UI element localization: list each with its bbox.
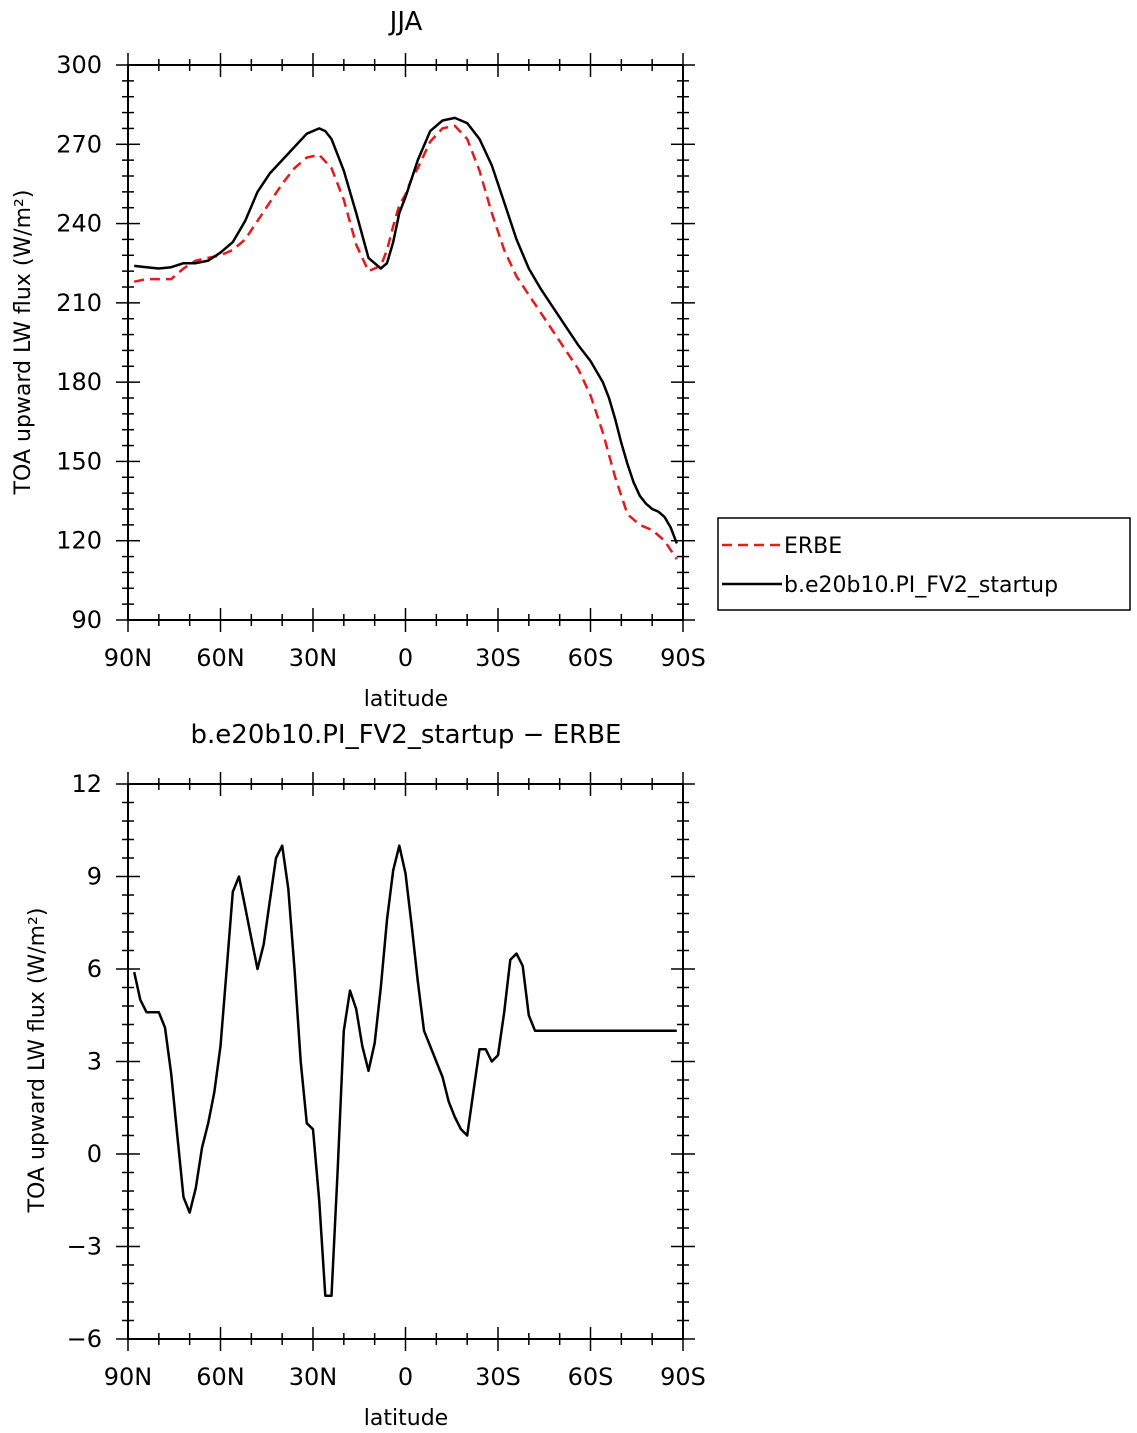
bottom-xtick-label: 0 [398,1363,413,1391]
top-xtick-label: 90N [104,644,153,672]
bottom-ytick-label: 6 [87,955,102,983]
top-ytick-label: 180 [56,368,102,396]
bottom-ytick-label: 12 [71,770,102,798]
legend-label-erbe: ERBE [784,534,842,559]
bottom-series-line-0 [132,844,677,1298]
top-ytick-label: 120 [56,527,102,555]
top-xtick-label: 60S [568,644,614,672]
top-xtick-label: 0 [398,644,413,672]
top-chart-series [133,116,678,560]
bottom-xtick-label: 30N [289,1363,338,1391]
bottom-ytick-label: 0 [87,1140,102,1168]
bottom-chart-axes: −6 −3 0 3 6 9 12 90N 60N 30N 0 30S 60S 90S [67,770,706,1391]
top-chart-xlabel: latitude [364,687,448,712]
bottom-ytick-label: 3 [87,1048,102,1076]
bottom-xtick-label: 90S [660,1363,706,1391]
bottom-xtick-label: 60S [568,1363,614,1391]
bottom-chart-ylabel: TOA upward LW flux (W/m²) [25,908,50,1214]
top-xtick-label: 90S [660,644,706,672]
top-ytick-label: 270 [56,130,102,158]
top-ytick-label: 150 [56,447,102,475]
legend: ERBE b.e20b10.PI_FV2_startup [717,517,1131,611]
bottom-ytick-label: 9 [87,863,102,891]
top-chart-title: JJA [388,7,423,37]
bottom-chart-series [132,844,677,1298]
bottom-xtick-label: 60N [196,1363,245,1391]
top-series-line-0 [133,124,678,560]
legend-box [717,517,1131,611]
top-series-line-1 [134,116,678,544]
top-ytick-label: 210 [56,289,102,317]
bottom-chart-title: b.e20b10.PI_FV2_startup − ERBE [191,720,622,750]
bottom-chart-frame [127,783,684,1340]
top-chart-frame [127,64,684,621]
top-ytick-label: 240 [56,210,102,238]
top-xtick-label: 30N [289,644,338,672]
top-xtick-label: 30S [475,644,521,672]
bottom-xtick-label: 30S [475,1363,521,1391]
top-chart: JJA TOA upward LW flux (W/m²) latitude 9… [11,7,706,712]
legend-label-model: b.e20b10.PI_FV2_startup [784,573,1058,598]
bottom-ytick-label: −6 [67,1325,102,1353]
top-ytick-label: 300 [56,51,102,79]
bottom-xtick-label: 90N [104,1363,153,1391]
bottom-ytick-label: −3 [67,1233,102,1261]
bottom-chart: b.e20b10.PI_FV2_startup − ERBE TOA upwar… [25,720,706,1431]
bottom-chart-xlabel: latitude [364,1406,448,1431]
top-xtick-label: 60N [196,644,245,672]
top-chart-axes: 90 120 150 180 210 240 270 300 90N 60N 30N 0 30S 60S 9… [56,51,706,672]
top-chart-ylabel: TOA upward LW flux (W/m²) [11,190,36,496]
top-ytick-label: 90 [71,606,102,634]
